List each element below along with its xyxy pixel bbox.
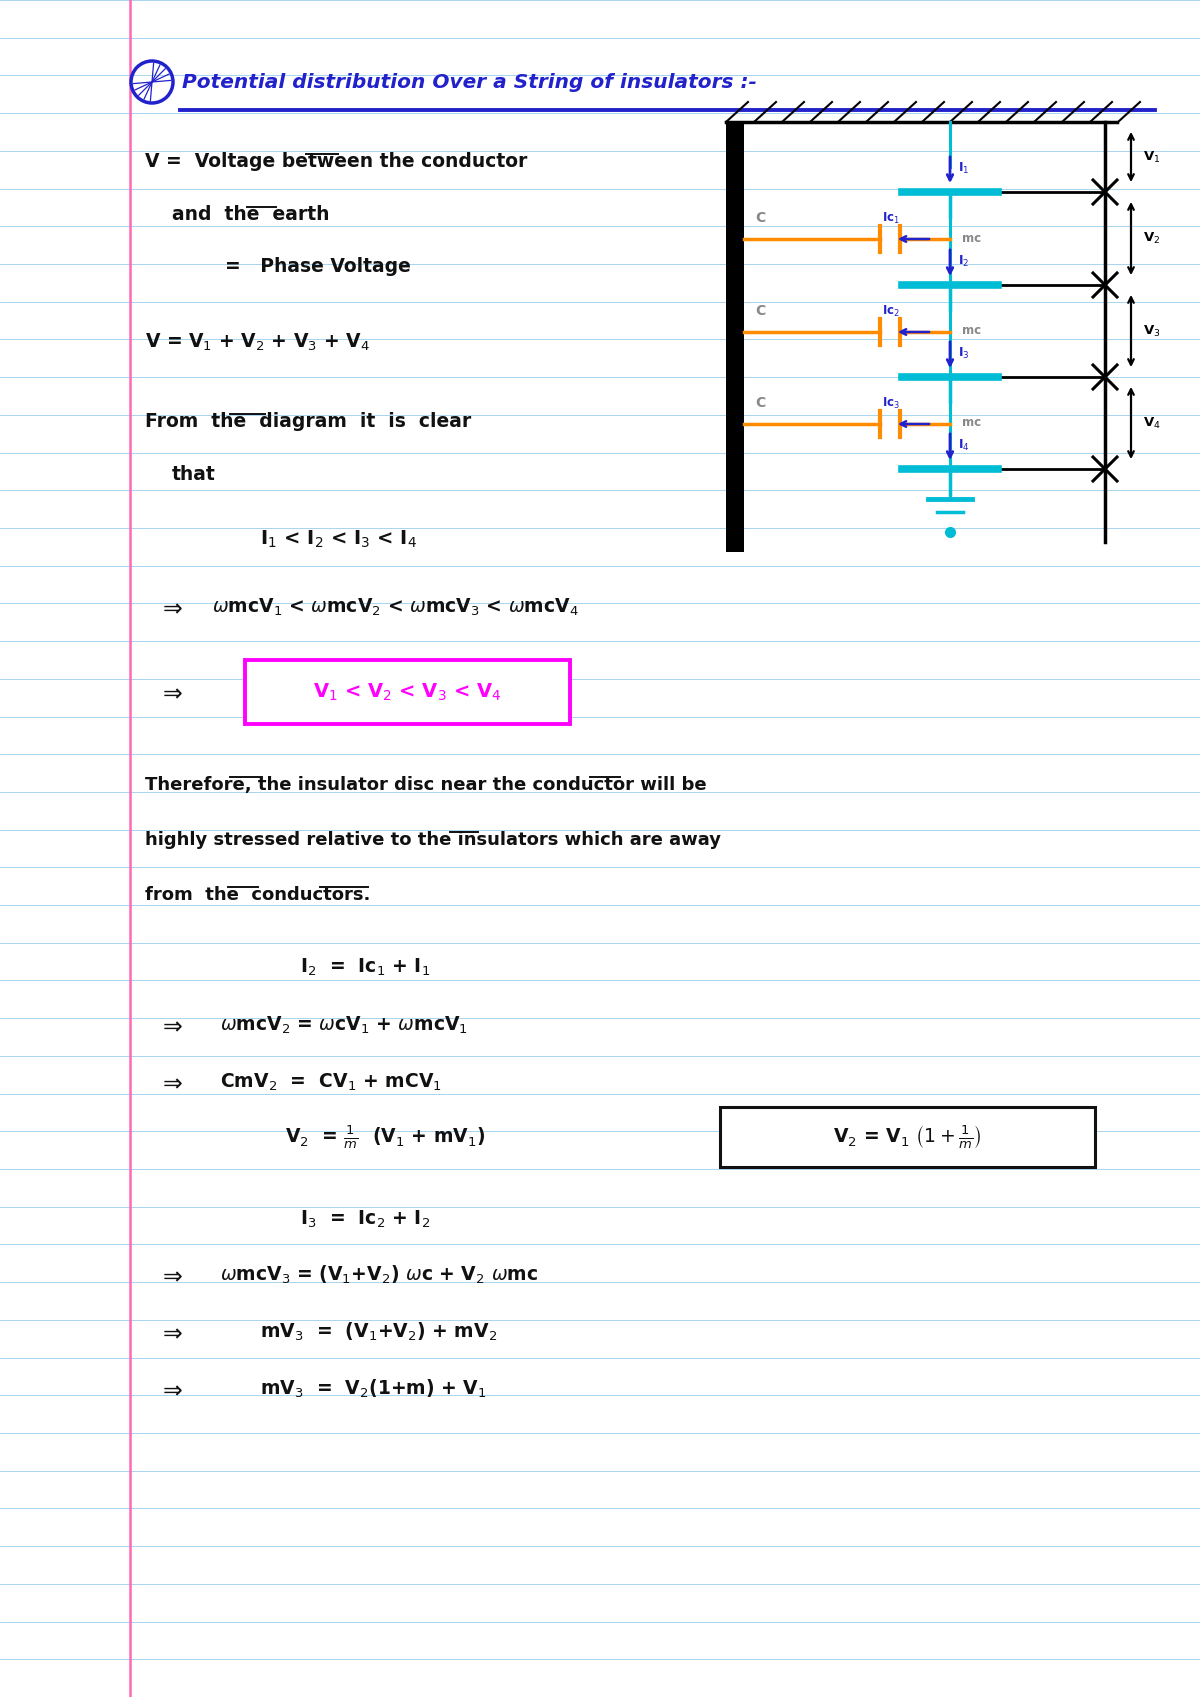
Text: I$_2$: I$_2$ bbox=[958, 253, 970, 268]
Text: $\Rightarrow$: $\Rightarrow$ bbox=[158, 1263, 184, 1286]
Text: $\Rightarrow$: $\Rightarrow$ bbox=[158, 680, 184, 704]
Text: $\Rightarrow$: $\Rightarrow$ bbox=[158, 1376, 184, 1402]
Text: highly stressed relative to the insulators which are away: highly stressed relative to the insulato… bbox=[145, 832, 721, 848]
Text: C: C bbox=[755, 304, 766, 317]
Text: $\omega$mcV$_2$ = $\omega$cV$_1$ + $\omega$mcV$_1$: $\omega$mcV$_2$ = $\omega$cV$_1$ + $\ome… bbox=[220, 1015, 468, 1035]
Text: from  the  conductors.: from the conductors. bbox=[145, 886, 371, 905]
Text: V$_4$: V$_4$ bbox=[1144, 416, 1160, 431]
Text: V$_3$: V$_3$ bbox=[1144, 324, 1160, 338]
Text: $\Rightarrow$: $\Rightarrow$ bbox=[158, 596, 184, 619]
Text: $\Rightarrow$: $\Rightarrow$ bbox=[158, 1320, 184, 1344]
Text: mc: mc bbox=[962, 416, 982, 429]
Text: mc: mc bbox=[962, 232, 982, 244]
Text: I$_3$: I$_3$ bbox=[958, 346, 970, 360]
Bar bbox=[726, 122, 744, 552]
Text: V = V$_1$ + V$_2$ + V$_3$ + V$_4$: V = V$_1$ + V$_2$ + V$_3$ + V$_4$ bbox=[145, 331, 370, 353]
Text: =   Phase Voltage: = Phase Voltage bbox=[226, 258, 410, 277]
Text: that: that bbox=[172, 465, 216, 485]
Text: mV$_3$  =  (V$_1$+V$_2$) + mV$_2$: mV$_3$ = (V$_1$+V$_2$) + mV$_2$ bbox=[260, 1320, 497, 1342]
Text: $\omega$mcV$_1$ < $\omega$mcV$_2$ < $\omega$mcV$_3$ < $\omega$mcV$_4$: $\omega$mcV$_1$ < $\omega$mcV$_2$ < $\om… bbox=[212, 596, 578, 618]
Text: I$_1$: I$_1$ bbox=[958, 161, 970, 175]
Text: CmV$_2$  =  CV$_1$ + mCV$_1$: CmV$_2$ = CV$_1$ + mCV$_1$ bbox=[220, 1071, 442, 1093]
Text: Ic$_2$: Ic$_2$ bbox=[882, 304, 900, 319]
Bar bbox=[720, 1106, 1096, 1168]
Text: V$_2$ = V$_1$ $\left(1+\frac{1}{m}\right)$: V$_2$ = V$_1$ $\left(1+\frac{1}{m}\right… bbox=[833, 1123, 982, 1151]
Text: $\Rightarrow$: $\Rightarrow$ bbox=[158, 1071, 184, 1095]
Text: $\Rightarrow$: $\Rightarrow$ bbox=[158, 1013, 184, 1037]
Text: Therefore, the insulator disc near the conductor will be: Therefore, the insulator disc near the c… bbox=[145, 776, 707, 794]
Text: Ic$_3$: Ic$_3$ bbox=[882, 395, 900, 411]
Text: V$_2$: V$_2$ bbox=[1144, 231, 1160, 246]
Text: C: C bbox=[755, 210, 766, 226]
Text: From  the  diagram  it  is  clear: From the diagram it is clear bbox=[145, 412, 472, 431]
Text: V$_1$ < V$_2$ < V$_3$ < V$_4$: V$_1$ < V$_2$ < V$_3$ < V$_4$ bbox=[313, 682, 502, 703]
Text: I$_3$  =  Ic$_2$ + I$_2$: I$_3$ = Ic$_2$ + I$_2$ bbox=[300, 1208, 430, 1230]
Bar bbox=[245, 660, 570, 725]
Text: Ic$_1$: Ic$_1$ bbox=[882, 210, 900, 226]
Text: I$_4$: I$_4$ bbox=[958, 438, 970, 453]
Text: V$_2$  = $\frac{1}{m}$  (V$_1$ + mV$_1$): V$_2$ = $\frac{1}{m}$ (V$_1$ + mV$_1$) bbox=[286, 1123, 485, 1151]
Text: I$_2$  =  Ic$_1$ + I$_1$: I$_2$ = Ic$_1$ + I$_1$ bbox=[300, 957, 430, 977]
Text: C: C bbox=[755, 395, 766, 411]
Text: $\omega$mcV$_3$ = (V$_1$+V$_2$) $\omega$c + V$_2$ $\omega$mc: $\omega$mcV$_3$ = (V$_1$+V$_2$) $\omega$… bbox=[220, 1264, 538, 1286]
Text: mV$_3$  =  V$_2$(1+m) + V$_1$: mV$_3$ = V$_2$(1+m) + V$_1$ bbox=[260, 1378, 486, 1400]
Text: and  the  earth: and the earth bbox=[172, 205, 330, 224]
Text: V =  Voltage between the conductor: V = Voltage between the conductor bbox=[145, 153, 527, 171]
Text: V$_1$: V$_1$ bbox=[1144, 149, 1160, 165]
Text: Potential distribution Over a String of insulators :-: Potential distribution Over a String of … bbox=[182, 73, 757, 92]
Text: I$_1$ < I$_2$ < I$_3$ < I$_4$: I$_1$ < I$_2$ < I$_3$ < I$_4$ bbox=[260, 528, 418, 550]
Text: mc: mc bbox=[962, 324, 982, 338]
